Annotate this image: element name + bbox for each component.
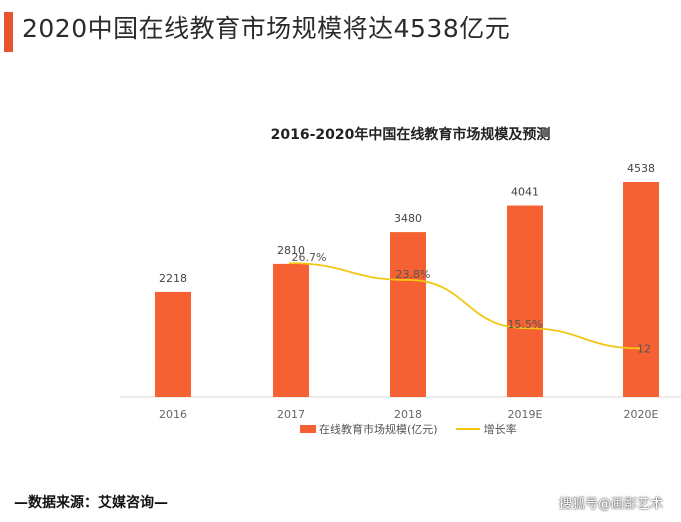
x-tick-2016: 2016 <box>159 408 187 421</box>
bar-label-2018: 3480 <box>394 212 422 225</box>
bar-2020E <box>623 182 659 397</box>
chart-title: 2016-2020年中国在线教育市场规模及预测 <box>270 127 551 143</box>
growth-label-2018: 23.8% <box>396 268 431 281</box>
x-tick-2020E: 2020E <box>624 408 659 421</box>
page-title: 2020中国在线教育市场规模将达4538亿元 <box>22 14 511 43</box>
bar-2019E <box>507 205 543 397</box>
x-tick-2017: 2017 <box>277 408 305 421</box>
growth-label-2017: 26.7% <box>292 251 327 264</box>
bar-2017 <box>273 263 309 397</box>
bar-2018 <box>390 232 426 397</box>
bar-label-2016: 2218 <box>159 272 187 285</box>
bar-2016 <box>155 291 191 397</box>
legend-label-line: 增长率 <box>483 423 517 436</box>
x-tick-2019E: 2019E <box>508 408 543 421</box>
source-note: —数据来源：艾媒咨询— <box>14 495 168 511</box>
bar-label-2020E: 4538 <box>627 162 655 175</box>
bar-label-2017: 2810 <box>277 244 305 257</box>
watermark: 搜狐号@画影艺术 <box>558 497 663 512</box>
x-tick-2018: 2018 <box>394 408 422 421</box>
chart-legend: 在线教育市场规模(亿元) 增长率 <box>300 421 517 437</box>
growth-label-2019E: 15.5% <box>508 318 543 331</box>
legend-swatch-bar <box>300 425 316 433</box>
growth-rate-line <box>288 262 642 350</box>
legend-swatch-line <box>455 428 480 430</box>
growth-label-2020E: 12 <box>637 342 651 355</box>
header-accent-bar <box>4 12 13 52</box>
bar-label-2019E: 4041 <box>511 186 539 199</box>
legend-label-bar: 在线教育市场规模(亿元) <box>319 423 438 436</box>
